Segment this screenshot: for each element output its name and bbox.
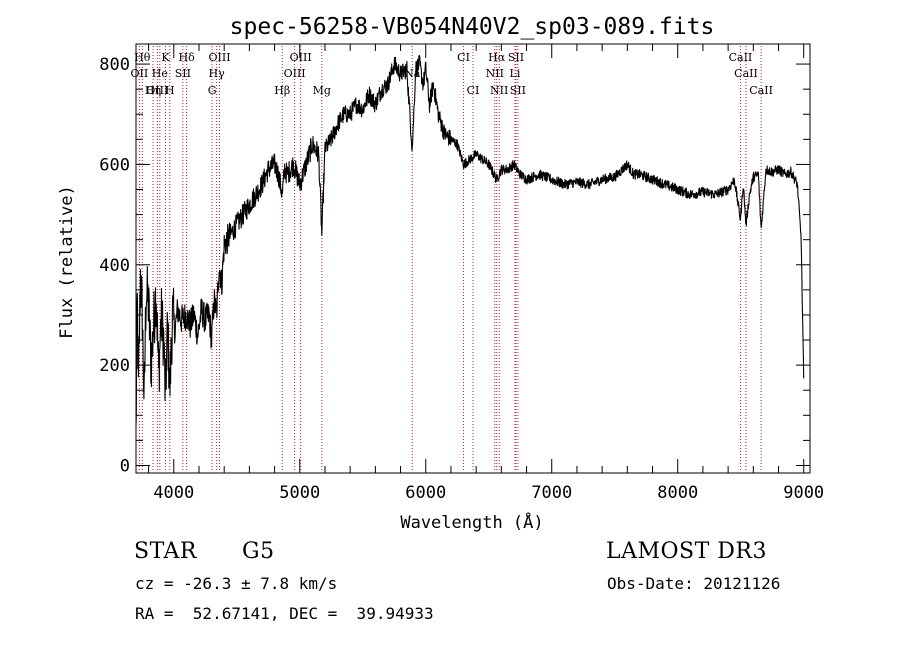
x-tick-label: 6000 xyxy=(405,483,446,503)
spectral-line-label: CI xyxy=(457,51,470,64)
y-tick-label: 800 xyxy=(99,55,130,75)
x-tick-label: 4000 xyxy=(153,483,194,503)
spectral-line-label: NII xyxy=(490,84,508,97)
spectral-line-label: Hθ xyxy=(134,51,151,64)
x-tick-label: 8000 xyxy=(657,483,698,503)
spectral-line-label: H xyxy=(165,84,175,97)
coordinates: RA = 52.67141, DEC = 39.94933 xyxy=(135,604,434,623)
chart-title: spec-56258-VB054N40V2_sp03-089.fits xyxy=(230,14,715,40)
spectrum-line xyxy=(135,55,805,426)
spectral-line-label: SII xyxy=(510,84,526,97)
spectral-line-label: Hβ xyxy=(274,84,290,97)
spectral-line-label: Mg xyxy=(313,84,331,97)
y-tick-label: 200 xyxy=(99,356,130,376)
spectral-line-label: Li xyxy=(510,67,521,80)
spectral-line-label: OIII xyxy=(284,67,306,80)
object-subclass: G5 xyxy=(242,539,275,564)
spectral-line-label: He xyxy=(152,67,168,80)
plot-area: 4000 5000 6000 7000 8000 9000 0 200 400 600 800 Hθ K… xyxy=(99,43,824,503)
spectral-line-label: SII xyxy=(175,67,191,80)
object-class: STAR xyxy=(134,539,197,564)
spectral-line-label: K xyxy=(161,51,170,64)
spectral-line-label: CaII xyxy=(749,84,773,97)
spectral-line-label: Hγ xyxy=(209,67,226,80)
x-axis-label: Wavelength (Å) xyxy=(400,511,543,533)
y-axis-label: Flux (relative) xyxy=(57,185,77,339)
plot-frame xyxy=(135,43,811,474)
redshift-text: cz = -26.3 ± 7.8 km/s xyxy=(135,574,338,593)
y-tick-label: 0 xyxy=(120,456,130,476)
y-tick-label: 600 xyxy=(99,155,130,175)
obs-date: Obs-Date: 20121126 xyxy=(607,574,781,593)
y-tick-label: 400 xyxy=(99,256,130,276)
x-tick-label: 9000 xyxy=(783,483,824,503)
spectral-line-label: OIII xyxy=(208,51,230,64)
spectral-line-label: OII xyxy=(131,67,149,80)
spectral-line-label: Hδ xyxy=(179,51,196,64)
spectral-line-label: CaII xyxy=(734,67,758,80)
x-tick-label: 5000 xyxy=(279,483,320,503)
survey-name: LAMOST DR3 xyxy=(606,539,767,564)
spectral-line-label: NII xyxy=(486,67,504,80)
spectral-line-label: SII xyxy=(508,51,524,64)
spectral-line-label: Hα xyxy=(488,51,506,64)
spectral-line-label: Hη xyxy=(145,84,161,97)
spectral-line-label: CaII xyxy=(729,51,753,64)
spectral-line-label: OIII xyxy=(290,51,312,64)
spectral-line-label: CI xyxy=(467,84,480,97)
x-tick-label: 7000 xyxy=(531,483,572,503)
spectral-line-label: OIII xyxy=(146,84,168,97)
spectral-line-label: G xyxy=(208,84,217,97)
